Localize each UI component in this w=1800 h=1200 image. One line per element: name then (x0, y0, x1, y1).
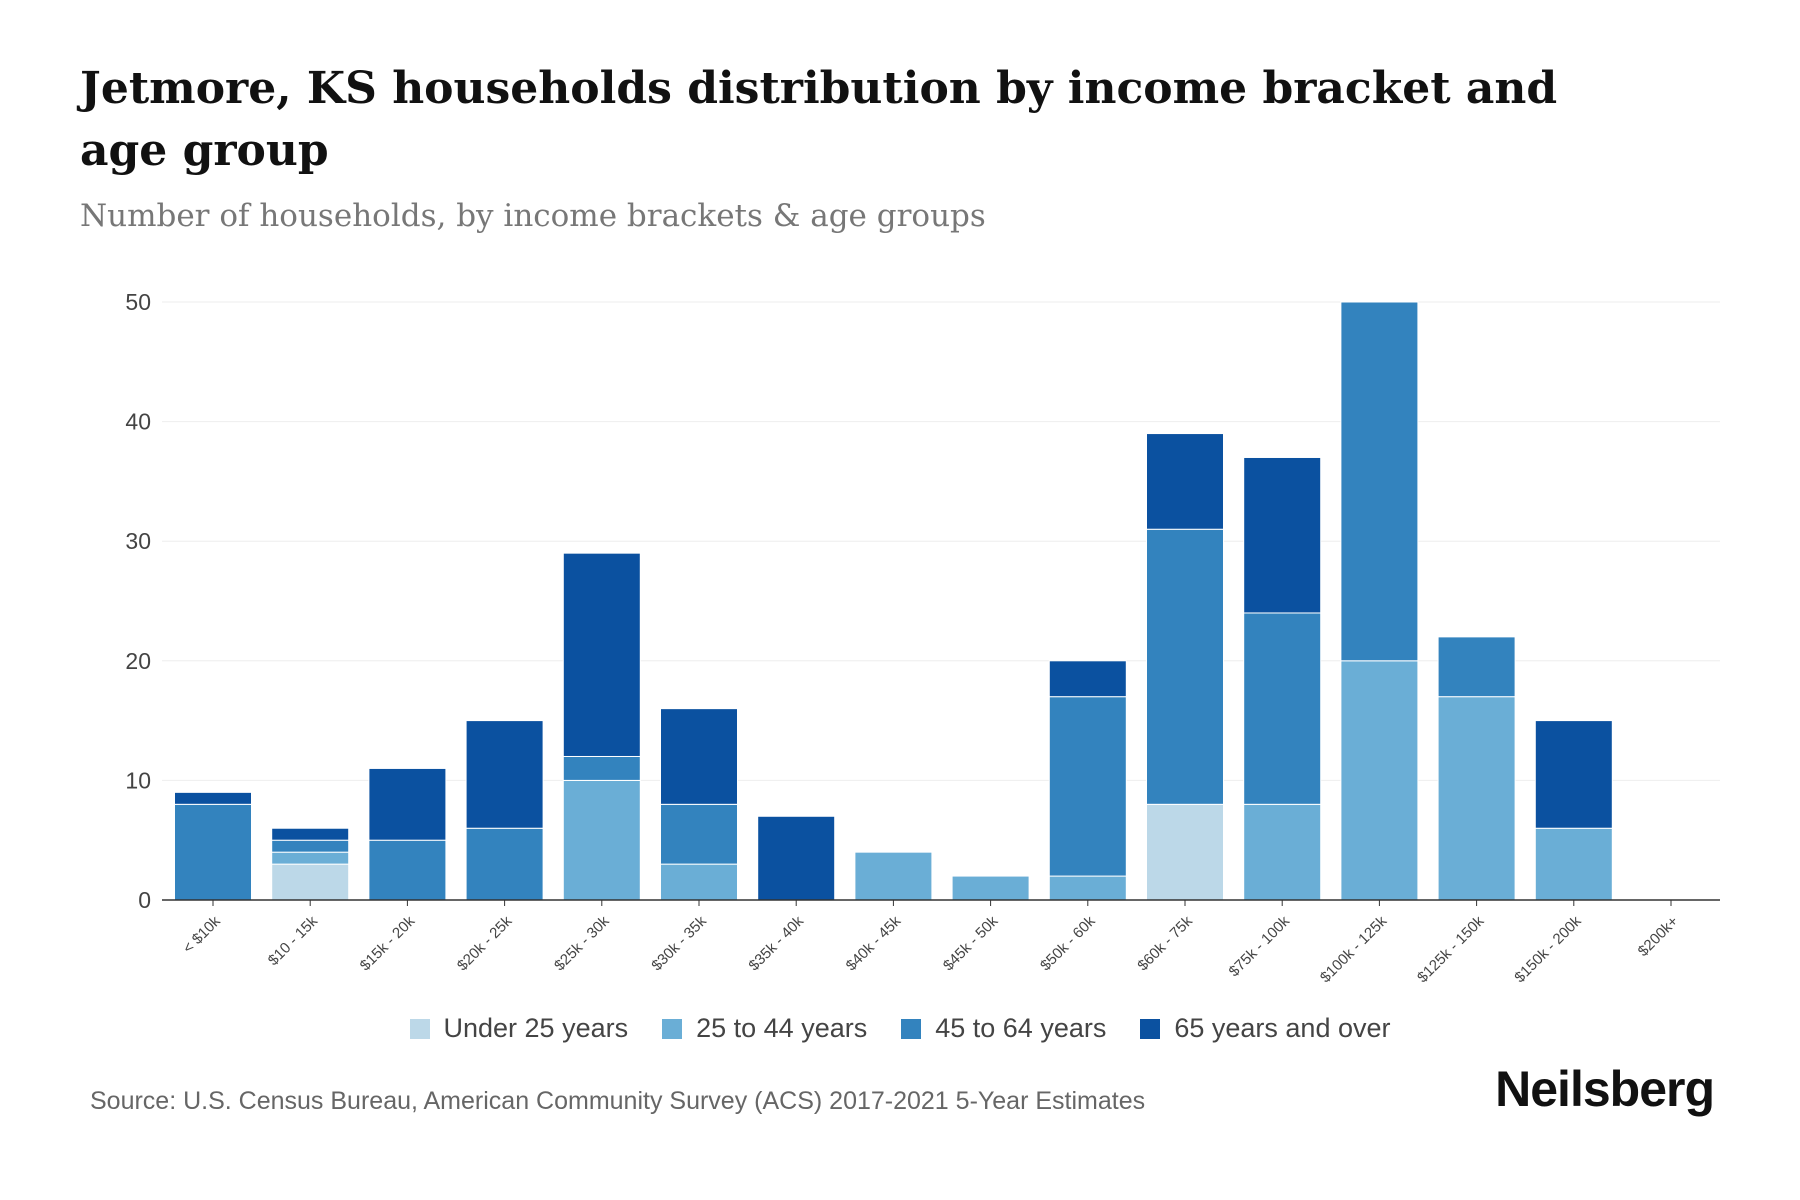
x-tick-label: $10 - 15k (265, 912, 322, 969)
bar-segment-65-years-and-over (757, 815, 836, 901)
x-tick-label: $50k - 60k (1037, 912, 1099, 974)
bar-segment-45-to-64-years (1243, 612, 1322, 805)
bar-segment-65-years-and-over (271, 827, 350, 841)
x-tick-label: $40k - 45k (843, 912, 905, 974)
x-tick-label: $45k - 50k (940, 912, 1002, 974)
bar-segment-25-to-44-years (1340, 660, 1419, 901)
bar-segment-45-to-64-years (562, 755, 641, 781)
legend-item: 45 to 64 years (901, 1013, 1106, 1044)
source-note: Source: U.S. Census Bureau, American Com… (90, 1087, 1146, 1115)
bar-segment-45-to-64-years (1048, 696, 1127, 877)
bar-segment-45-to-64-years (1437, 636, 1516, 698)
bar-segment-65-years-and-over (368, 767, 447, 841)
bar-segment-25-to-44-years (854, 851, 933, 901)
bar-segment-65-years-and-over (1048, 660, 1127, 698)
bar-segment-25-to-44-years (1048, 875, 1127, 901)
bar-segment-65-years-and-over (1243, 456, 1322, 614)
legend-swatch (1140, 1018, 1161, 1039)
x-tick-label: $30k - 35k (648, 912, 710, 974)
x-tick-label: $150k - 200k (1511, 912, 1585, 986)
bar-segment-45-to-64-years (660, 803, 738, 865)
legend: Under 25 years 25 to 44 years 45 to 64 yea… (0, 1013, 1800, 1044)
bar-segment-under-25-years (271, 863, 350, 901)
x-tick-label: $15k - 20k (357, 912, 419, 974)
bar-segment-45-to-64-years (271, 839, 350, 853)
bar-segment-25-to-44-years (562, 779, 641, 901)
bar-segment-45-to-64-years (1340, 301, 1419, 662)
bar-segment-45-to-64-years (174, 803, 252, 901)
bar-segment-25-to-44-years (660, 863, 738, 901)
x-tick-label: $75k - 100k (1226, 912, 1294, 980)
x-tick-label: $20k - 25k (454, 912, 516, 974)
bar-segment-25-to-44-years (951, 875, 1030, 901)
x-tick-label: $200k+ (1635, 913, 1682, 960)
x-tick-label: $35k - 40k (745, 912, 807, 974)
legend-item: Under 25 years (409, 1013, 629, 1044)
chart-subtitle: Number of households, by income brackets… (80, 198, 986, 234)
legend-label: Under 25 years (443, 1013, 629, 1043)
bar-segment-25-to-44-years (271, 851, 350, 865)
bar-segment-45-to-64-years (368, 839, 447, 901)
bar-segment-65-years-and-over (1534, 720, 1613, 829)
legend-label: 25 to 44 years (696, 1013, 868, 1043)
legend-swatch (901, 1018, 922, 1039)
bar-segment-45-to-64-years (1146, 528, 1224, 805)
legend-item: 25 to 44 years (662, 1013, 867, 1044)
bar-segment-25-to-44-years (1437, 696, 1516, 901)
chart-title: Jetmore, KS households distribution by i… (80, 63, 1558, 176)
legend-label: 65 years and over (1174, 1013, 1391, 1043)
x-tick-label: $125k - 150k (1414, 912, 1488, 986)
y-tick-label: 10 (125, 767, 151, 793)
legend-swatch (662, 1018, 683, 1039)
bar-segment-45-to-64-years (465, 827, 544, 901)
bar-segment-25-to-44-years (1243, 803, 1322, 901)
x-tick-label: $100k - 125k (1317, 912, 1391, 986)
bar-segment-65-years-and-over (465, 720, 544, 829)
legend-label: 45 to 64 years (935, 1013, 1107, 1043)
legend-swatch (409, 1018, 430, 1039)
y-tick-label: 0 (138, 887, 151, 913)
bar-segment-65-years-and-over (174, 791, 252, 805)
bar-segment-under-25-years (1146, 803, 1224, 901)
x-tick-label: $60k - 75k (1134, 912, 1196, 974)
y-tick-label: 20 (125, 648, 151, 674)
bar-segment-65-years-and-over (1146, 433, 1224, 530)
y-tick-label: 30 (125, 528, 151, 554)
neilsberg-logo: Neilsberg (1495, 1061, 1715, 1117)
y-tick-label: 50 (125, 289, 151, 315)
y-tick-label: 40 (125, 409, 151, 435)
legend-item: 65 years and over (1140, 1013, 1391, 1044)
bar-segment-65-years-and-over (660, 708, 738, 805)
x-tick-label: < $10k (180, 912, 225, 957)
bar-segment-25-to-44-years (1534, 827, 1613, 901)
x-tick-label: $25k - 30k (551, 912, 613, 974)
bar-segment-65-years-and-over (562, 552, 641, 757)
